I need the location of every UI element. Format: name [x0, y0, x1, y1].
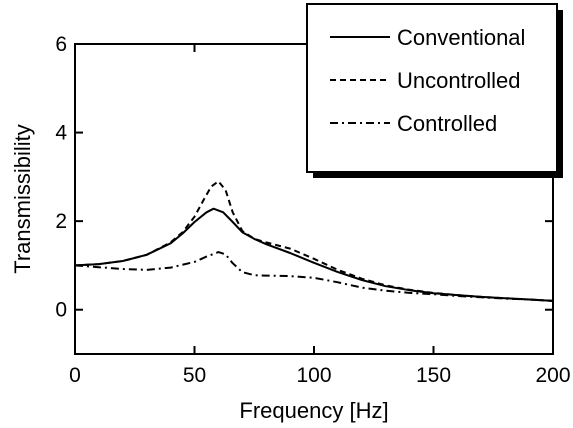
series-layer	[74, 180, 554, 302]
y-tick-label: 4	[55, 122, 67, 145]
y-axis-title: Transmissibility	[10, 124, 35, 274]
y-tick-label: 0	[55, 299, 67, 322]
y-tick-label: 2	[55, 210, 67, 233]
ticks-layer: 0 50 100 150 200 0 2 4 6	[55, 33, 570, 387]
x-tick-label: 200	[535, 364, 570, 387]
series-line-controlled	[74, 251, 554, 302]
legend-items: Conventional Uncontrolled Controlled	[330, 25, 525, 136]
legend-label-uncontrolled: Uncontrolled	[397, 68, 521, 93]
legend: Conventional Uncontrolled Controlled	[306, 3, 563, 178]
x-tick-label: 0	[69, 364, 81, 387]
x-tick-label: 100	[296, 364, 331, 387]
series-line-uncontrolled	[74, 180, 554, 302]
x-tick-label: 150	[416, 364, 451, 387]
y-tick-label: 6	[55, 33, 67, 56]
x-tick-label: 50	[183, 364, 206, 387]
legend-box	[306, 3, 558, 173]
legend-label-controlled: Controlled	[397, 111, 497, 136]
x-axis-title: Frequency [Hz]	[239, 398, 388, 423]
legend-label-conventional: Conventional	[397, 25, 525, 50]
